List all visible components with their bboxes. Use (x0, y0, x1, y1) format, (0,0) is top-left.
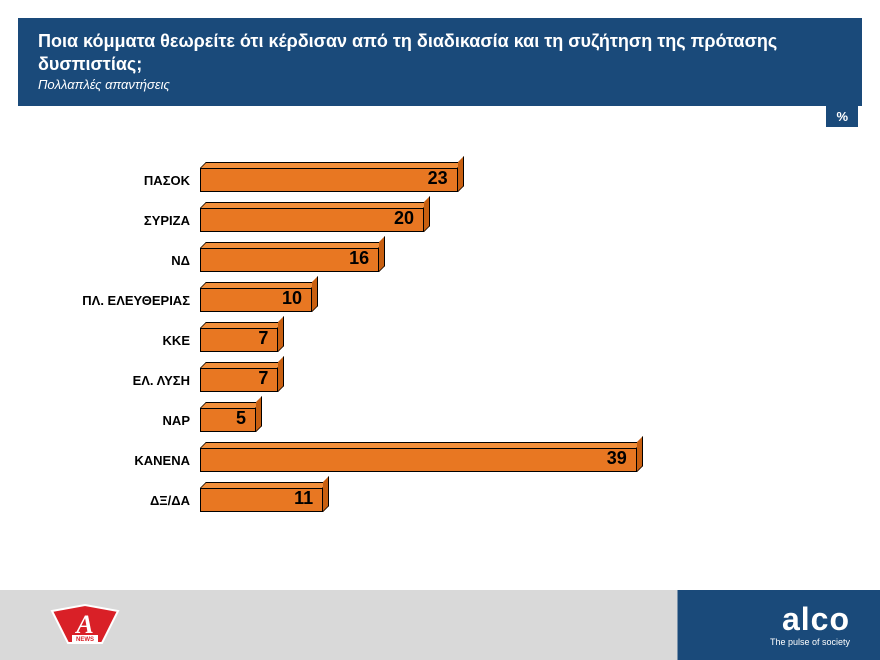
bar-label: ΚΚΕ (60, 333, 200, 348)
bar-track: 16 (200, 248, 800, 272)
bar: 10 (200, 288, 312, 312)
bar: 39 (200, 448, 637, 472)
bar-value: 39 (200, 448, 637, 472)
alco-tagline: The pulse of society (770, 637, 850, 647)
bar-track: 10 (200, 288, 800, 312)
bar-label: ΠΑΣΟΚ (60, 173, 200, 188)
svg-text:A: A (74, 610, 93, 639)
bar-track: 5 (200, 408, 800, 432)
bar-label: ΝΔ (60, 253, 200, 268)
chart-title: Ποια κόμματα θεωρείτε ότι κέρδισαν από τ… (38, 30, 842, 75)
svg-text:NEWS: NEWS (76, 637, 94, 643)
title-banner: Ποια κόμματα θεωρείτε ότι κέρδισαν από τ… (18, 18, 862, 106)
bar-row: ΚΑΝΕΝΑ39 (60, 440, 800, 480)
bar-track: 7 (200, 368, 800, 392)
bar-label: ΠΛ. ΕΛΕΥΘΕΡΙΑΣ (60, 293, 200, 308)
alco-logo: alco The pulse of society (770, 603, 850, 647)
bar-row: ΠΛ. ΕΛΕΥΘΕΡΙΑΣ10 (60, 280, 800, 320)
bar-row: ΚΚΕ7 (60, 320, 800, 360)
bar-label: ΝΑΡ (60, 413, 200, 428)
bar: 16 (200, 248, 379, 272)
bar-chart: ΠΑΣΟΚ23ΣΥΡΙΖΑ20ΝΔ16ΠΛ. ΕΛΕΥΘΕΡΙΑΣ10ΚΚΕ7Ε… (60, 160, 800, 520)
percent-badge: % (826, 106, 858, 127)
bar-row: ΠΑΣΟΚ23 (60, 160, 800, 200)
bar-label: ΣΥΡΙΖΑ (60, 213, 200, 228)
bar-track: 20 (200, 208, 800, 232)
bar-value: 11 (200, 488, 323, 512)
bar-value: 16 (200, 248, 379, 272)
bar-track: 23 (200, 168, 800, 192)
bar-track: 39 (200, 448, 800, 472)
bar-label: ΔΞ/ΔΑ (60, 493, 200, 508)
alpha-news-logo: A NEWS (50, 603, 120, 647)
bar-value: 7 (200, 328, 278, 352)
bar-row: ΝΔ16 (60, 240, 800, 280)
bar: 7 (200, 368, 278, 392)
alco-logo-text: alco (770, 603, 850, 635)
chart-subtitle: Πολλαπλές απαντήσεις (38, 77, 842, 92)
bar-value: 7 (200, 368, 278, 392)
bar-value: 5 (200, 408, 256, 432)
footer-band: A NEWS alco The pulse of society (0, 590, 880, 660)
bar-value: 20 (200, 208, 424, 232)
bar-track: 11 (200, 488, 800, 512)
bar: 23 (200, 168, 458, 192)
bar-row: ΣΥΡΙΖΑ20 (60, 200, 800, 240)
bar-label: ΕΛ. ΛΥΣΗ (60, 373, 200, 388)
bar-label: ΚΑΝΕΝΑ (60, 453, 200, 468)
bar: 11 (200, 488, 323, 512)
bar-row: ΔΞ/ΔΑ11 (60, 480, 800, 520)
bar: 5 (200, 408, 256, 432)
bar-track: 7 (200, 328, 800, 352)
bar-value: 10 (200, 288, 312, 312)
bar-value: 23 (200, 168, 458, 192)
bar-row: ΕΛ. ΛΥΣΗ7 (60, 360, 800, 400)
bar-row: ΝΑΡ5 (60, 400, 800, 440)
bar: 7 (200, 328, 278, 352)
bar: 20 (200, 208, 424, 232)
